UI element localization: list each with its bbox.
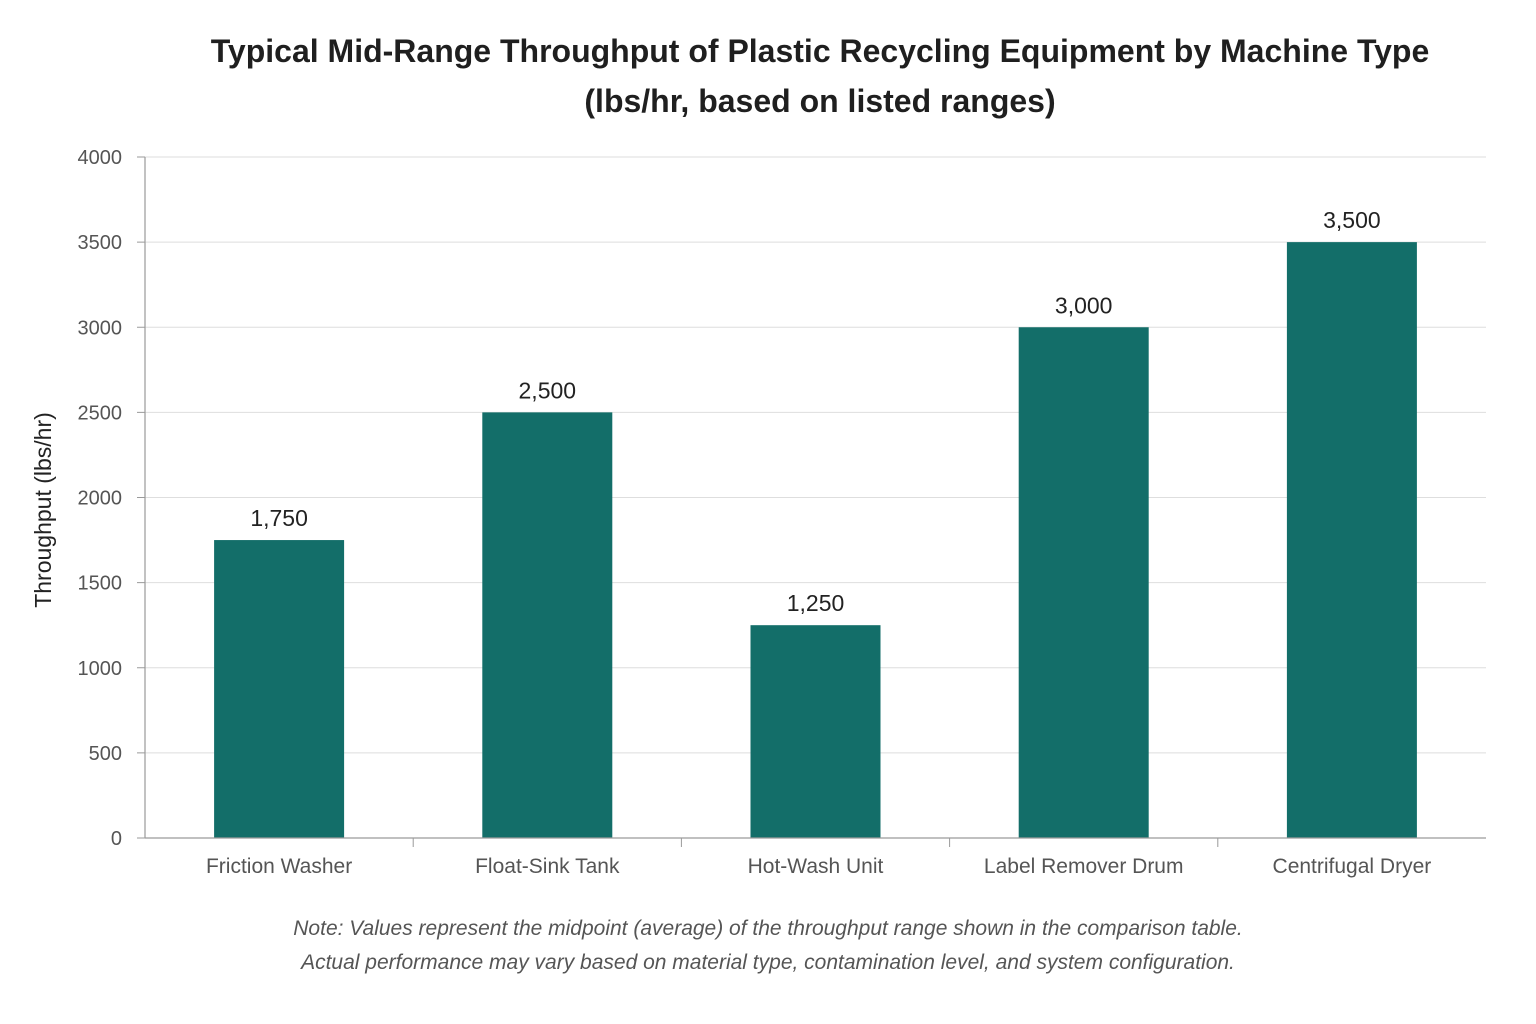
chart-title: Typical Mid-Range Throughput of Plastic … (120, 26, 1520, 126)
chart-note-line-1: Note: Values represent the midpoint (ave… (293, 917, 1243, 940)
bar-centrifugal-dryer (1286, 242, 1417, 838)
bars (214, 242, 1417, 838)
gridlines (145, 156, 1486, 754)
data-label: 1,750 (250, 505, 308, 531)
y-tick-label: 2000 (78, 488, 123, 510)
y-tick-label: 4000 (78, 147, 123, 169)
y-tick-label: 1500 (78, 573, 123, 595)
bar-hot-wash-unit (750, 625, 881, 838)
data-label: 3,500 (1323, 207, 1381, 233)
chart-note: Note: Values represent the midpoint (ave… (0, 912, 1536, 980)
y-tick-label: 2500 (78, 402, 123, 424)
y-tick-label: 3500 (78, 232, 123, 254)
x-tick-label: Float-Sink Tank (475, 855, 620, 878)
y-tick-label: 1000 (78, 658, 123, 680)
x-tick-label: Centrifugal Dryer (1273, 855, 1432, 878)
axes (137, 156, 1486, 847)
bar-label-remover-drum (1018, 327, 1149, 838)
x-tick-label: Friction Washer (206, 855, 352, 878)
data-label: 2,500 (519, 377, 577, 403)
labels: 0 500 1000 1500 2000 2500 3000 3500 4000 1,750 Fri… (78, 147, 1432, 878)
y-axis-title: Throughput (lbs/hr) (30, 412, 56, 608)
data-label: 3,000 (1055, 292, 1113, 318)
chart-title-line-2: (lbs/hr, based on listed ranges) (584, 83, 1056, 119)
x-tick-label: Hot-Wash Unit (748, 855, 884, 878)
y-tick-label: 500 (89, 743, 122, 765)
chart-title-line-1: Typical Mid-Range Throughput of Plastic … (210, 33, 1430, 69)
y-tick-label: 3000 (78, 317, 123, 339)
bar-friction-washer (214, 540, 345, 838)
bar-float-sink-tank (482, 412, 613, 838)
chart-note-line-2: Actual performance may vary based on mat… (301, 951, 1235, 974)
data-label: 1,250 (787, 590, 845, 616)
x-tick-label: Label Remover Drum (984, 855, 1184, 878)
y-tick-label: 0 (111, 828, 122, 850)
